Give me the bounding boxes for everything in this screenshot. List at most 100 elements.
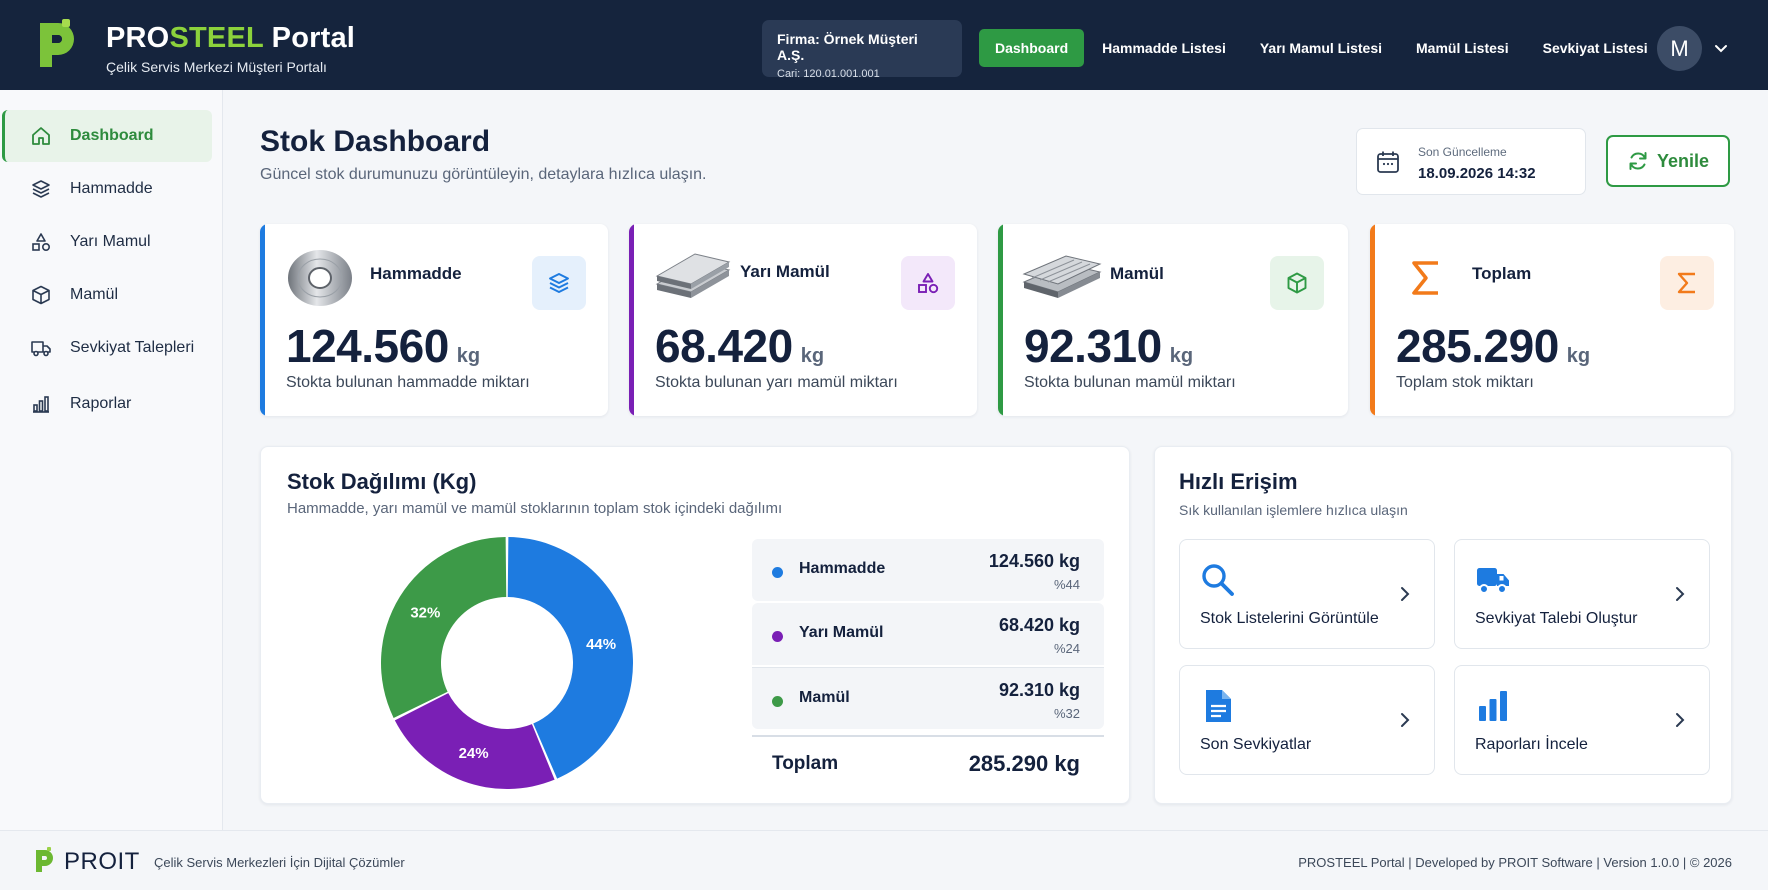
card-badge [901, 256, 955, 310]
legend-dot [772, 567, 783, 578]
panel-title: Hızlı Erişim [1179, 469, 1298, 494]
sidebar-item-raporlar[interactable]: Raporlar [2, 378, 212, 430]
total-value: 285.290 kg [968, 751, 1080, 776]
card-accent-bar [1370, 224, 1375, 416]
nav-yari-mamul-listesi[interactable]: Yarı Mamul Listesi [1259, 40, 1383, 56]
company-name: Firma: Örnek Müşteri A.Ş. [777, 31, 918, 63]
refresh-button[interactable]: Yenile [1606, 135, 1730, 187]
donut-slice-mamul[interactable] [381, 537, 507, 718]
last-update-value: 18.09.2026 14:32 [1418, 165, 1536, 182]
donut-slice-label: 24% [459, 745, 489, 762]
stat-card-mamul[interactable]: Mamül 92.310 kg Stokta bulunan mamül mikt… [998, 224, 1348, 416]
card-value: 92.310 kg [1024, 320, 1194, 372]
legend-label: Yarı Mamül [799, 624, 884, 641]
card-description: Stokta bulunan yarı mamül miktarı [655, 374, 898, 391]
quick-action-recent-shipments[interactable]: Son Sevkiyatlar [1179, 665, 1435, 775]
nav-mamul-listesi[interactable]: Mamül Listesi [1416, 40, 1509, 56]
sidebar-item-label: Yarı Mamul [70, 233, 151, 250]
proit-logo-icon [36, 847, 53, 872]
footer-copyright: PROSTEEL Portal | Developed by PROIT Sof… [1298, 855, 1732, 870]
sidebar-item-label: Raporlar [70, 395, 132, 412]
nav-sevkiyat-listesi[interactable]: Sevkiyat Listesi [1542, 40, 1648, 56]
layers-icon [549, 273, 569, 293]
card-badge [1660, 256, 1714, 310]
quick-action-label: Raporları İncele [1475, 736, 1588, 753]
box-icon [1287, 272, 1307, 294]
quick-action-create-shipment[interactable]: Sevkiyat Talebi Oluştur [1454, 539, 1710, 649]
chevron-down-icon[interactable] [1713, 40, 1729, 56]
card-description: Toplam stok miktarı [1396, 374, 1534, 391]
legend-dot [772, 631, 783, 642]
legend-label: Mamül [799, 689, 850, 706]
card-badge [532, 256, 586, 310]
top-header: PROSTEEL Portal Çelik Servis Merkezi Müş… [0, 0, 1768, 90]
truck-icon [1477, 568, 1509, 594]
legend-row-yari-mamul[interactable]: Yarı Mamül 68.420 kg %24 [752, 603, 1104, 665]
truck-icon [31, 341, 51, 357]
refresh-label: Yenile [1656, 150, 1710, 171]
panel-subtitle: Hammadde, yarı mamül ve mamül stoklarını… [287, 500, 783, 517]
legend-percent: %24 [1053, 641, 1080, 656]
steel-sheets-icon [655, 253, 731, 298]
card-value: 285.290 kg [1396, 320, 1591, 372]
bar-chart-icon [33, 396, 49, 413]
donut-slice-label: 44% [586, 636, 616, 653]
card-title: Yarı Mamül [740, 262, 830, 281]
legend-value: 68.420 kg [998, 615, 1080, 635]
user-avatar[interactable]: M [1657, 26, 1702, 71]
search-icon [1202, 564, 1234, 596]
company-info[interactable]: Firma: Örnek Müşteri A.Ş. Cari: 120.01.0… [762, 20, 962, 80]
donut-slice-yari-mamul[interactable] [394, 693, 555, 789]
sidebar-item-yari-mamul[interactable]: Yarı Mamul [2, 216, 212, 268]
calendar-icon [1377, 151, 1399, 173]
card-accent-bar [629, 224, 634, 416]
stat-card-yari-mamul[interactable]: Yarı Mamül 68.420 kg Stokta bulunan yarı … [629, 224, 977, 416]
footer: PROIT Çelik Servis Merkezleri İçin Dijit… [0, 830, 1768, 890]
total-label: Toplam [772, 753, 839, 774]
donut-slice-label: 32% [410, 604, 440, 621]
card-title: Hammadde [370, 264, 462, 283]
sidebar-item-mamul[interactable]: Mamül [2, 269, 212, 321]
card-value: 124.560 kg [286, 320, 481, 372]
legend-row-mamul[interactable]: Mamül 92.310 kg %32 [752, 667, 1104, 729]
box-icon [32, 285, 50, 305]
legend-percent: %32 [1053, 706, 1080, 721]
legend-value: 92.310 kg [998, 680, 1080, 700]
donut-slice-hammadde[interactable] [507, 537, 633, 779]
shapes-icon [32, 233, 51, 252]
document-icon [1206, 690, 1231, 722]
quick-action-stock-lists[interactable]: Stok Listelerini Görüntüle [1179, 539, 1435, 649]
panel-subtitle: Sık kullanılan işlemlere hızlıca ulaşın [1179, 502, 1408, 518]
card-title: Mamül [1110, 264, 1164, 283]
brand-title: PROSTEEL Portal [106, 22, 356, 54]
layers-icon [32, 180, 50, 198]
card-badge [1270, 256, 1324, 310]
sidebar-item-label: Mamül [70, 286, 119, 303]
company-code: Cari: 120.01.001.001 [777, 68, 880, 80]
steel-coil-icon [288, 250, 352, 306]
last-update-label: Son Güncelleme [1418, 145, 1507, 159]
footer-tagline: Çelik Servis Merkezleri İçin Dijital Çöz… [154, 855, 405, 870]
prosteel-logo-icon[interactable] [36, 17, 86, 75]
page-title: Stok Dashboard [260, 125, 491, 158]
donut-chart[interactable]: 44% 24% 32% [381, 537, 633, 789]
nav-hammadde-listesi[interactable]: Hammadde Listesi [1102, 40, 1226, 56]
nav-dashboard[interactable]: Dashboard [979, 29, 1085, 67]
stat-card-toplam[interactable]: Toplam 285.290 kg Toplam stok miktarı [1370, 224, 1734, 416]
sidebar-item-hammadde[interactable]: Hammadde [2, 163, 212, 215]
home-icon [32, 127, 50, 145]
legend-percent: %44 [1053, 577, 1080, 592]
sidebar-item-sevkiyat-talepleri[interactable]: Sevkiyat Talepleri [2, 322, 212, 374]
sidebar-item-dashboard[interactable]: Dashboard [2, 110, 212, 162]
card-title: Toplam [1472, 264, 1532, 283]
bar-chart-icon [1479, 691, 1507, 721]
sidebar-item-label: Hammadde [70, 180, 153, 197]
legend-value: 124.560 kg [988, 551, 1080, 571]
stock-distribution-panel: Stok Dağılımı (Kg) Hammadde, yarı mamül … [260, 446, 1130, 804]
panel-title: Stok Dağılımı (Kg) [287, 469, 477, 494]
quick-action-reports[interactable]: Raporları İncele [1454, 665, 1710, 775]
last-update-box: Son Güncelleme 18.09.2026 14:32 [1356, 128, 1586, 195]
quick-action-label: Stok Listelerini Görüntüle [1200, 610, 1379, 627]
legend-row-hammadde[interactable]: Hammadde 124.560 kg %44 [752, 539, 1104, 601]
stat-card-hammadde[interactable]: Hammadde 124.560 kg Stokta bulunan hammad… [260, 224, 608, 416]
